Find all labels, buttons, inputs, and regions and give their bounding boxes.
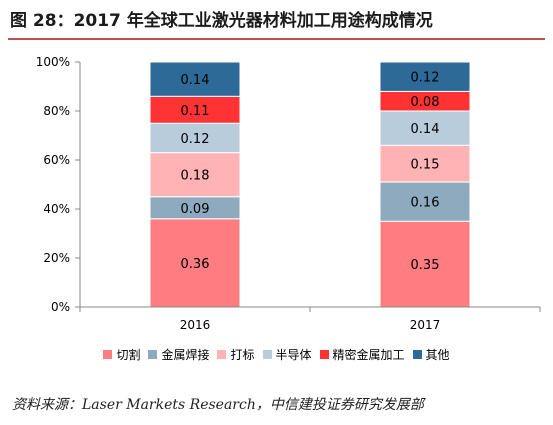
legend-label: 其他 <box>425 347 450 362</box>
data-label: 0.14 <box>181 73 210 88</box>
bar-segment <box>379 181 471 222</box>
legend-label: 精密金属加工 <box>332 347 405 362</box>
legend-item: 半导体 <box>262 346 312 363</box>
y-tick-label: 0% <box>51 300 70 314</box>
legend-label: 金属焊接 <box>161 347 210 362</box>
data-label: 0.11 <box>181 104 210 119</box>
bar-segment <box>149 61 241 97</box>
data-label: 0.09 <box>181 202 210 217</box>
data-label: 0.15 <box>411 158 440 173</box>
bar-segment <box>149 218 241 308</box>
legend-label: 切割 <box>116 347 141 362</box>
x-tick-label: 2017 <box>410 318 441 332</box>
figure-title: 图 28：2017 年全球工业激光器材料加工用途构成情况 <box>10 11 433 31</box>
y-tick-label: 80% <box>43 104 70 118</box>
stacked-bar-chart: 0% 20% 40% 60% 80% 100% 0.36 0.09 0.18 0.12 0.11 0.… <box>36 55 541 332</box>
legend-swatch <box>262 349 272 359</box>
legend-item: 金属焊接 <box>148 346 209 363</box>
data-label: 0.12 <box>411 71 440 86</box>
chart-legend: 切割 金属焊接 打标 半导体 精密金属加工 其他 <box>0 344 553 364</box>
legend-swatch <box>148 349 158 359</box>
legend-item: 打标 <box>217 346 255 363</box>
data-label: 0.14 <box>411 122 440 137</box>
legend-item: 其他 <box>412 346 450 363</box>
data-label: 0.12 <box>181 132 210 147</box>
x-tick-label: 2016 <box>180 318 211 332</box>
y-tick-label: 20% <box>43 251 70 265</box>
legend-label: 打标 <box>230 347 255 362</box>
y-tick-label: 60% <box>43 153 70 167</box>
legend-label: 半导体 <box>275 347 312 362</box>
bar-segment <box>379 144 471 183</box>
bar-segment <box>379 61 471 92</box>
title-divider <box>8 38 545 40</box>
data-label: 0.35 <box>411 258 440 273</box>
data-label: 0.08 <box>411 95 440 110</box>
data-label: 0.18 <box>181 169 210 184</box>
legend-item: 切割 <box>103 346 140 363</box>
legend-swatch <box>217 349 227 359</box>
legend-swatch <box>319 349 329 359</box>
legend-swatch <box>412 349 422 359</box>
legend-swatch <box>103 349 113 359</box>
source-note: 资料来源：Laser Markets Research，中信建投证券研究发展部 <box>12 397 424 413</box>
y-tick-label: 100% <box>36 55 70 69</box>
data-label: 0.36 <box>181 257 210 272</box>
data-label: 0.16 <box>411 196 440 211</box>
y-tick-label: 40% <box>43 202 70 216</box>
legend-item: 精密金属加工 <box>319 346 405 363</box>
